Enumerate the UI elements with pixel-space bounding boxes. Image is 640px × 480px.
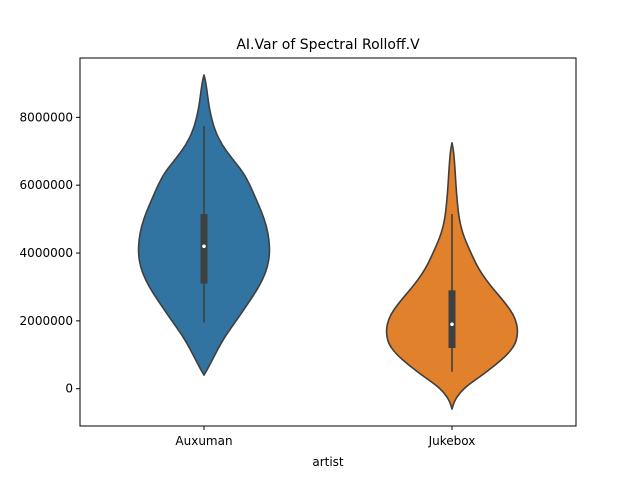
chart-title: AI.Var of Spectral Rolloff.V [236, 37, 420, 53]
iqr-box-auxuman [200, 214, 208, 284]
y-tick-label: 4000000 [20, 246, 73, 260]
plot-frame [79, 57, 577, 427]
x-axis-label: artist [312, 455, 344, 469]
median-marker-jukebox [450, 322, 454, 327]
y-tick-label: 0 [65, 382, 73, 396]
x-tick-label: Auxuman [175, 434, 232, 448]
x-tick-label: Jukebox [428, 434, 476, 448]
iqr-box-jukebox [448, 290, 456, 348]
median-marker-auxuman [202, 244, 206, 249]
y-tick-label: 6000000 [20, 178, 73, 192]
y-tick-label: 8000000 [20, 110, 73, 124]
y-tick-label: 2000000 [20, 314, 73, 328]
